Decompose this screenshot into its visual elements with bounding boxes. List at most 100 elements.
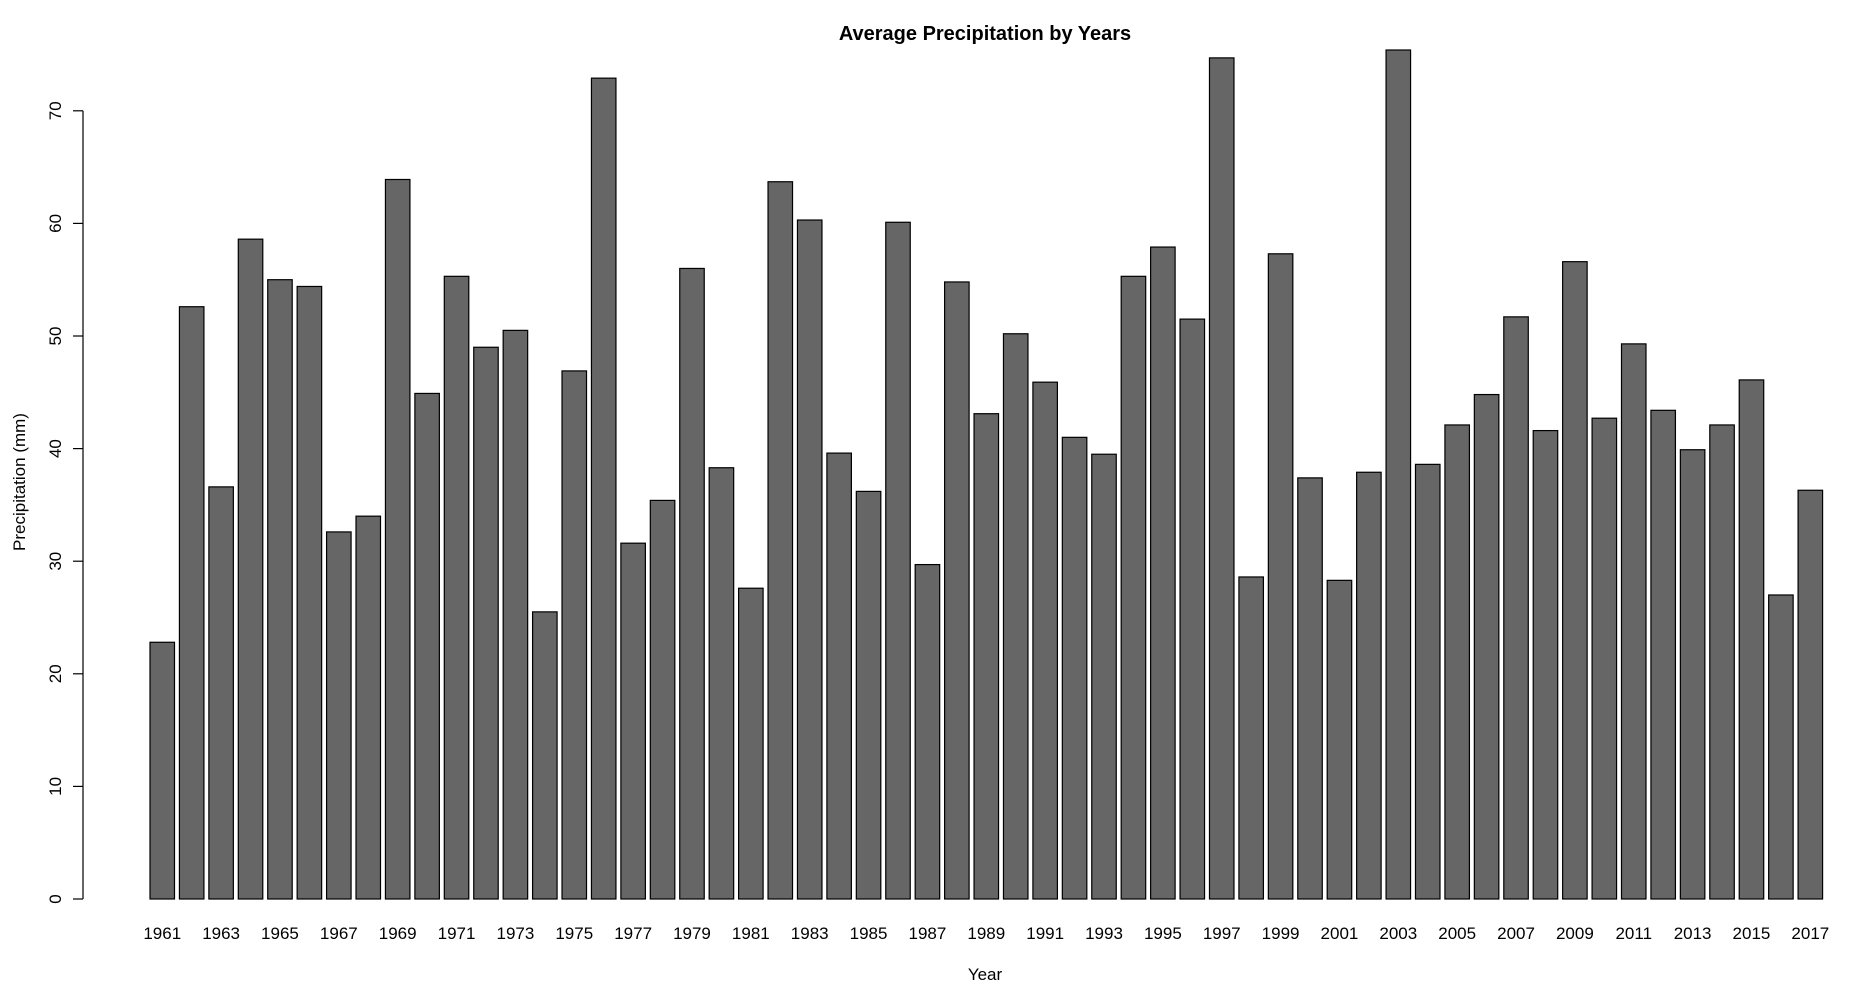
y-tick-label: 70	[46, 101, 65, 120]
bar-2000	[1297, 477, 1323, 900]
bar-1997	[1208, 57, 1235, 900]
bar-1984	[826, 452, 852, 900]
bar-1992	[1061, 436, 1088, 900]
bar-1988	[944, 281, 970, 900]
bar-1991	[1032, 381, 1059, 900]
bar-1963	[208, 486, 234, 900]
bar-2005	[1444, 424, 1471, 900]
bar-2003	[1385, 49, 1412, 900]
bar-1974	[531, 611, 558, 900]
bar-1978	[649, 499, 676, 900]
y-tick-label: 30	[46, 552, 65, 571]
bar-2009	[1562, 261, 1588, 900]
bar-2011	[1620, 343, 1647, 900]
y-tick-label: 20	[46, 664, 65, 683]
x-tick-label: 1993	[1085, 924, 1123, 943]
y-tick-label: 40	[46, 439, 65, 458]
x-tick-label: 1969	[379, 924, 417, 943]
x-tick-label: 1997	[1203, 924, 1241, 943]
bar-1973	[502, 329, 529, 900]
bars-group	[149, 49, 1824, 900]
x-tick-label: 1985	[850, 924, 888, 943]
bar-2012	[1650, 409, 1677, 900]
x-tick-label: 2013	[1674, 924, 1712, 943]
bar-1964	[237, 238, 264, 900]
y-axis: 0 10 20 30 40 50 60 70	[46, 101, 84, 904]
x-tick-label: 1961	[143, 924, 181, 943]
x-tick-label: 1989	[967, 924, 1005, 943]
bar-1975	[561, 370, 588, 900]
bar-1981	[737, 587, 764, 900]
x-tick-label: 1983	[791, 924, 829, 943]
bar-1995	[1150, 246, 1176, 900]
bar-1982	[767, 181, 794, 900]
bar-1986	[885, 221, 911, 900]
bar-1983	[796, 219, 823, 900]
x-axis: 1961 1963 1965 1967 1969 1971 1973 1975 1977 1979…	[143, 924, 1829, 943]
bar-1990	[1002, 333, 1029, 900]
x-axis-label: Year	[968, 965, 1003, 984]
bar-1967	[325, 531, 352, 900]
bar-2006	[1473, 393, 1500, 900]
x-tick-label: 2005	[1438, 924, 1476, 943]
x-tick-label: 2001	[1321, 924, 1359, 943]
bar-2004	[1414, 463, 1441, 900]
bar-1980	[708, 467, 735, 900]
bar-1969	[384, 178, 411, 900]
bar-1999	[1267, 253, 1294, 900]
x-tick-label: 1971	[438, 924, 476, 943]
x-tick-label: 1999	[1262, 924, 1300, 943]
x-tick-label: 2007	[1497, 924, 1535, 943]
bar-2008	[1532, 429, 1559, 900]
x-tick-label: 2003	[1379, 924, 1417, 943]
bar-1994	[1120, 275, 1147, 900]
x-tick-label: 1975	[555, 924, 593, 943]
x-tick-label: 1995	[1144, 924, 1182, 943]
bar-1998	[1238, 576, 1265, 900]
bar-1979	[679, 267, 705, 900]
x-tick-label: 1967	[320, 924, 358, 943]
bar-2014	[1709, 424, 1735, 900]
bar-1989	[973, 413, 1000, 900]
x-tick-label: 1981	[732, 924, 770, 943]
x-tick-label: 1965	[261, 924, 299, 943]
x-tick-label: 1979	[673, 924, 711, 943]
y-tick-label: 60	[46, 214, 65, 233]
y-tick-label: 10	[46, 777, 65, 796]
x-tick-label: 1987	[909, 924, 947, 943]
bar-1977	[620, 542, 646, 900]
bar-1987	[914, 563, 941, 900]
y-tick-label: 0	[46, 894, 65, 903]
x-tick-label: 1977	[614, 924, 652, 943]
bar-1961	[149, 641, 176, 900]
bar-2017	[1797, 489, 1824, 900]
bar-2010	[1591, 417, 1618, 900]
bar-1962	[178, 306, 205, 900]
x-tick-label: 2015	[1733, 924, 1771, 943]
x-tick-label: 2011	[1615, 924, 1652, 943]
bar-1970	[414, 392, 440, 900]
chart-title: Average Precipitation by Years	[839, 23, 1131, 45]
bar-2015	[1738, 379, 1765, 900]
bar-2001	[1326, 579, 1353, 900]
bar-2016	[1768, 594, 1794, 900]
bar-1985	[855, 490, 882, 900]
bar-1966	[296, 285, 323, 900]
x-tick-label: 2009	[1556, 924, 1594, 943]
x-tick-label: 1973	[496, 924, 534, 943]
bar-2013	[1679, 449, 1706, 900]
x-tick-label: 1991	[1026, 924, 1064, 943]
bar-1968	[355, 515, 382, 900]
bar-1971	[443, 275, 470, 900]
bar-1976	[590, 77, 617, 900]
bar-1993	[1091, 453, 1117, 900]
y-axis-label: Precipitation (mm)	[10, 413, 29, 551]
y-tick-label: 50	[46, 327, 65, 346]
bar-1965	[267, 279, 293, 900]
bar-1972	[473, 346, 499, 900]
bar-1996	[1179, 318, 1206, 900]
bar-2002	[1356, 471, 1382, 900]
x-tick-label: 2017	[1791, 924, 1829, 943]
bar-2007	[1503, 316, 1529, 900]
